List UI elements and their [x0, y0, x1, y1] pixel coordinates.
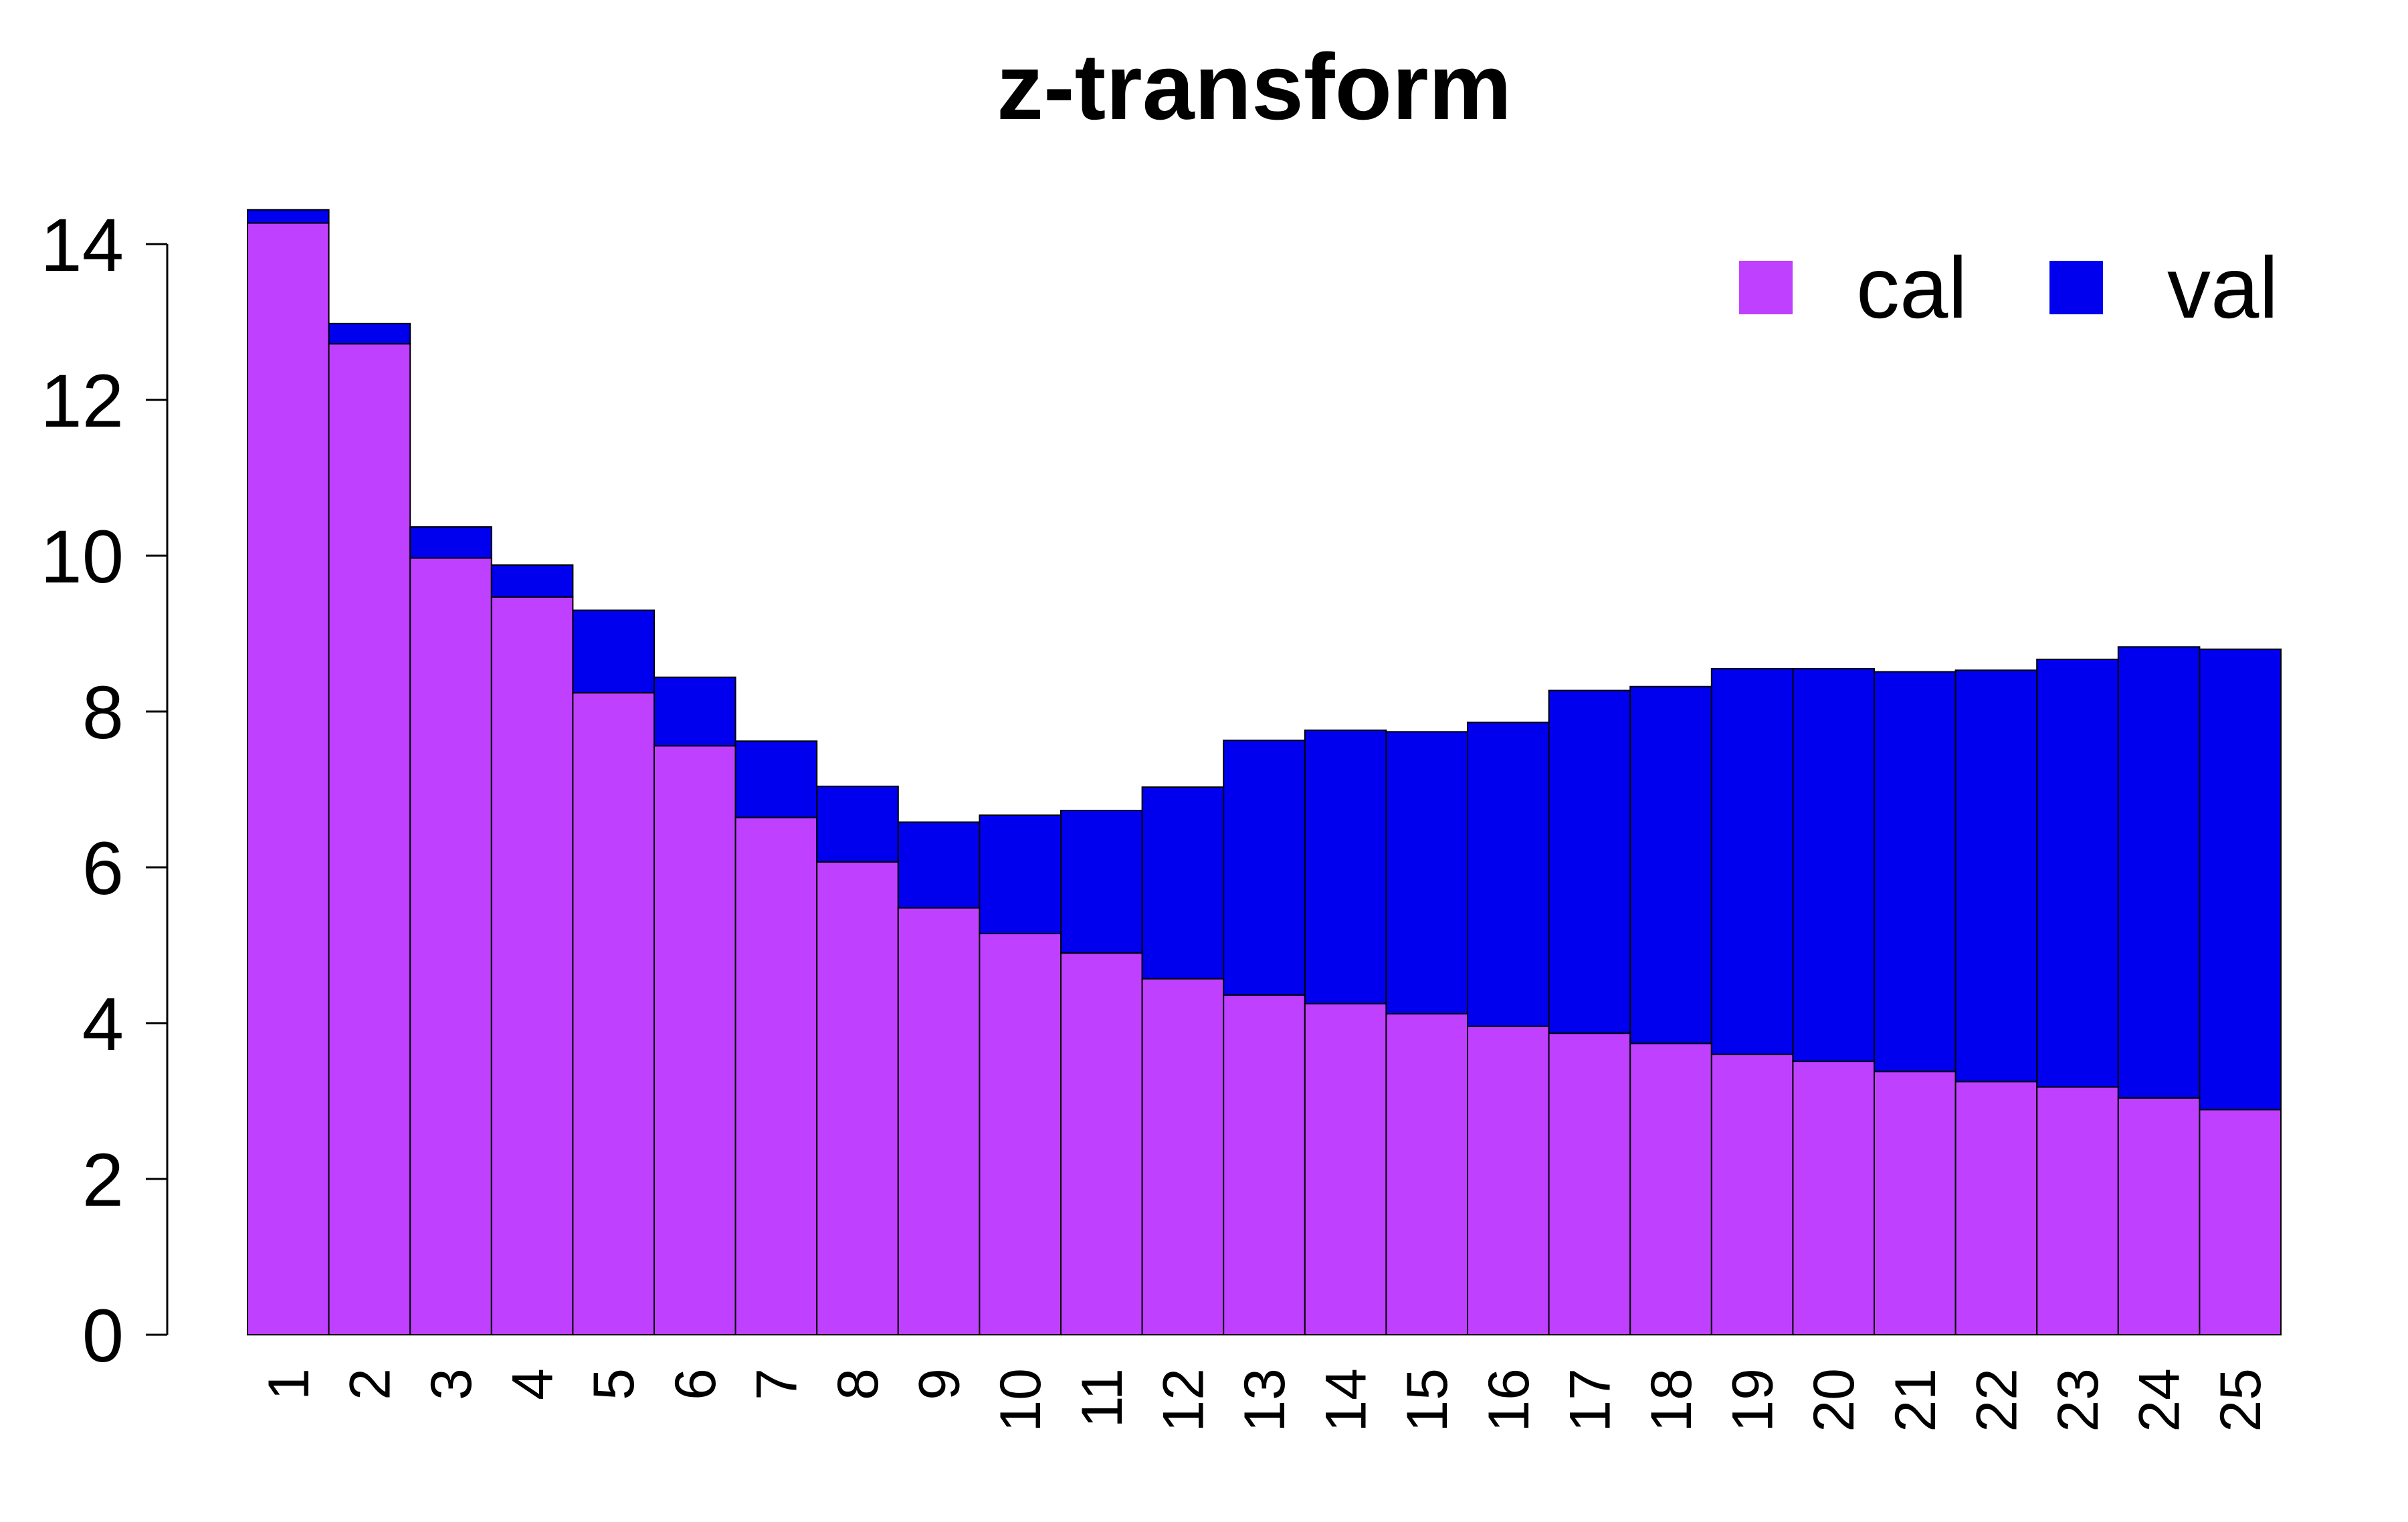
bar-cal-10 — [979, 933, 1062, 1335]
x-tick-label: 7 — [744, 1368, 809, 1400]
bar-cal-2 — [328, 343, 411, 1335]
y-tick-label: 6 — [82, 827, 124, 910]
x-tick-label: 20 — [1802, 1368, 1866, 1432]
x-tick-label: 21 — [1884, 1368, 1948, 1432]
bar-val-16 — [1467, 722, 1550, 1027]
bar-cal-3 — [409, 557, 492, 1335]
bar-val-4 — [490, 564, 574, 598]
x-tick-label: 5 — [582, 1368, 646, 1400]
bar-val-9 — [897, 821, 981, 909]
x-tick-label: 12 — [1151, 1368, 1215, 1432]
bar-val-23 — [2036, 658, 2119, 1088]
bar-val-18 — [1629, 685, 1712, 1045]
bar-val-25 — [2199, 648, 2282, 1111]
bar-cal-18 — [1629, 1043, 1712, 1336]
bar-cal-13 — [1223, 994, 1306, 1336]
chart-title: z-transform — [997, 34, 1512, 139]
x-tick-label: 1 — [257, 1368, 321, 1400]
bar-cal-21 — [1874, 1071, 1956, 1335]
bar-val-15 — [1385, 731, 1468, 1015]
x-tick-label: 10 — [989, 1368, 1053, 1432]
x-tick-label: 24 — [2128, 1368, 2192, 1432]
bar-val-11 — [1060, 809, 1143, 954]
legend-label-val: val — [2167, 239, 2278, 336]
x-tick-label: 17 — [1558, 1368, 1622, 1432]
x-tick-label: 9 — [908, 1368, 972, 1400]
bar-cal-4 — [490, 596, 574, 1335]
x-tick-label: 23 — [2046, 1368, 2110, 1432]
legend-swatch-cal — [1739, 261, 1793, 314]
bar-val-12 — [1141, 786, 1225, 980]
y-tick-label: 14 — [40, 203, 124, 287]
legend-label-cal: cal — [1856, 239, 1967, 336]
bar-val-2 — [328, 322, 411, 345]
x-tick-label: 3 — [419, 1368, 484, 1400]
bar-cal-14 — [1304, 1002, 1387, 1335]
legend: cal val — [1739, 239, 2278, 336]
bar-cal-15 — [1385, 1013, 1468, 1336]
bar-val-21 — [1874, 671, 1956, 1073]
bar-cal-25 — [2199, 1109, 2282, 1335]
bar-cal-5 — [572, 692, 656, 1336]
bar-val-24 — [2117, 646, 2201, 1099]
x-tick-label: 14 — [1314, 1368, 1379, 1432]
bar-val-17 — [1548, 689, 1631, 1035]
x-tick-label: 11 — [1070, 1368, 1134, 1428]
legend-swatch-val — [2049, 261, 2103, 314]
bar-cal-17 — [1548, 1032, 1631, 1336]
y-tick-label: 0 — [82, 1294, 124, 1378]
bar-cal-12 — [1141, 978, 1225, 1335]
y-tick-label: 12 — [40, 359, 124, 443]
bar-cal-16 — [1467, 1025, 1550, 1336]
bar-val-7 — [734, 740, 818, 819]
bar-val-10 — [979, 814, 1062, 935]
x-axis: 1 2 3 4 5 6 7 8 9 10 11 12 13 14 15 16 17 18 19 20 21 22 23 24 2… — [257, 1368, 2273, 1432]
bar-cal-23 — [2036, 1086, 2119, 1336]
bar-val-8 — [816, 785, 899, 863]
bar-val-6 — [654, 676, 736, 747]
x-tick-label: 4 — [501, 1368, 565, 1400]
x-tick-label: 19 — [1721, 1368, 1785, 1432]
x-tick-label: 8 — [826, 1368, 890, 1400]
x-tick-label: 16 — [1477, 1368, 1541, 1432]
x-tick-label: 15 — [1395, 1368, 1460, 1432]
y-tick-label: 4 — [82, 982, 124, 1066]
y-tick-label: 2 — [82, 1138, 124, 1222]
x-tick-label: 13 — [1233, 1368, 1297, 1432]
bar-val-14 — [1304, 729, 1387, 1004]
bars-group — [247, 209, 2282, 1336]
bar-cal-24 — [2117, 1097, 2201, 1335]
x-tick-label: 22 — [1965, 1368, 2029, 1432]
bar-val-20 — [1792, 667, 1875, 1063]
y-axis: 0 2 4 6 8 10 12 14 — [40, 203, 169, 1378]
bar-cal-7 — [734, 817, 818, 1335]
bar-cal-8 — [816, 861, 899, 1335]
bar-cal-19 — [1710, 1053, 1794, 1335]
x-tick-label: 2 — [338, 1368, 402, 1400]
bar-val-22 — [1954, 669, 2038, 1083]
bar-val-19 — [1710, 667, 1794, 1055]
y-tick-label: 8 — [82, 671, 124, 754]
bar-cal-1 — [247, 222, 330, 1335]
bar-cal-20 — [1792, 1061, 1875, 1335]
x-tick-label: 25 — [2209, 1368, 2273, 1432]
x-tick-label: 6 — [664, 1368, 728, 1400]
bar-val-5 — [572, 609, 656, 694]
bar-val-1 — [247, 209, 330, 224]
y-tick-label: 10 — [40, 515, 124, 599]
bar-val-3 — [409, 526, 492, 559]
bar-cal-6 — [654, 745, 736, 1335]
bar-cal-11 — [1060, 952, 1143, 1335]
x-tick-label: 18 — [1639, 1368, 1704, 1432]
bar-cal-9 — [897, 907, 981, 1335]
bar-val-13 — [1223, 740, 1306, 996]
bar-cal-22 — [1954, 1081, 2038, 1335]
